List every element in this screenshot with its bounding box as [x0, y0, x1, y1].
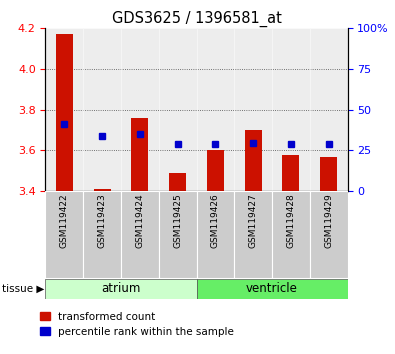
- Bar: [45, 191, 83, 278]
- Bar: [169, 173, 186, 191]
- Bar: [310, 191, 348, 278]
- Text: GSM119426: GSM119426: [211, 193, 220, 248]
- Bar: [197, 191, 234, 278]
- Bar: [320, 156, 337, 191]
- Text: ventricle: ventricle: [246, 282, 298, 295]
- Bar: [121, 28, 159, 191]
- Text: GSM119424: GSM119424: [135, 193, 144, 247]
- Bar: [272, 191, 310, 278]
- Bar: [272, 28, 310, 191]
- Bar: [159, 191, 197, 278]
- Bar: [56, 34, 73, 191]
- Bar: [310, 28, 348, 191]
- Title: GDS3625 / 1396581_at: GDS3625 / 1396581_at: [111, 11, 282, 27]
- Text: GSM119427: GSM119427: [249, 193, 258, 248]
- Legend: transformed count, percentile rank within the sample: transformed count, percentile rank withi…: [40, 312, 234, 337]
- Bar: [83, 191, 121, 278]
- Bar: [207, 150, 224, 191]
- Bar: [197, 28, 234, 191]
- Bar: [197, 279, 348, 299]
- Text: GSM119422: GSM119422: [60, 193, 69, 247]
- Text: atrium: atrium: [101, 282, 141, 295]
- Bar: [121, 191, 159, 278]
- Bar: [159, 28, 197, 191]
- Text: GSM119428: GSM119428: [286, 193, 295, 248]
- Bar: [94, 189, 111, 191]
- Bar: [282, 154, 299, 191]
- Bar: [83, 28, 121, 191]
- Bar: [45, 28, 83, 191]
- Bar: [132, 118, 149, 191]
- Bar: [234, 191, 272, 278]
- Text: GSM119425: GSM119425: [173, 193, 182, 248]
- Bar: [234, 28, 272, 191]
- Bar: [45, 279, 197, 299]
- Text: tissue ▶: tissue ▶: [2, 284, 44, 294]
- Bar: [245, 130, 261, 191]
- Text: GSM119423: GSM119423: [98, 193, 107, 248]
- Text: GSM119429: GSM119429: [324, 193, 333, 248]
